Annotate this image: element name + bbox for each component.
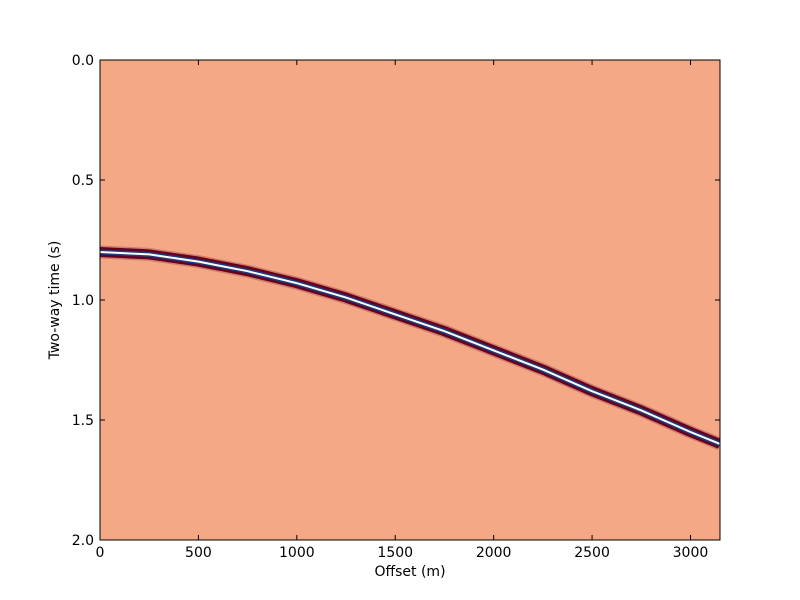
y-tick-label: 1.5 [72,413,94,429]
x-tick-label: 1000 [279,545,315,561]
x-tick-label: 1500 [377,545,413,561]
y-tick-label: 2.0 [72,533,94,549]
y-axis-label: Two-way time (s) [47,241,63,361]
x-tick-label: 3000 [673,545,709,561]
x-axis: 0 500 1000 1500 2000 2500 3000 [96,60,709,561]
y-tick-label: 1.0 [72,293,94,309]
reflection-event [100,245,720,451]
x-tick-label: 500 [185,545,212,561]
x-tick-label: 0 [96,545,105,561]
plot-background [100,60,720,540]
y-axis: 0.0 0.5 1.0 1.5 2.0 [72,53,720,549]
x-tick-label: 2500 [574,545,610,561]
y-tick-label: 0.5 [72,173,94,189]
x-tick-label: 2000 [476,545,512,561]
y-tick-label: 0.0 [72,53,94,69]
x-axis-label: Offset (m) [374,564,445,580]
event-peak-center [100,251,720,445]
